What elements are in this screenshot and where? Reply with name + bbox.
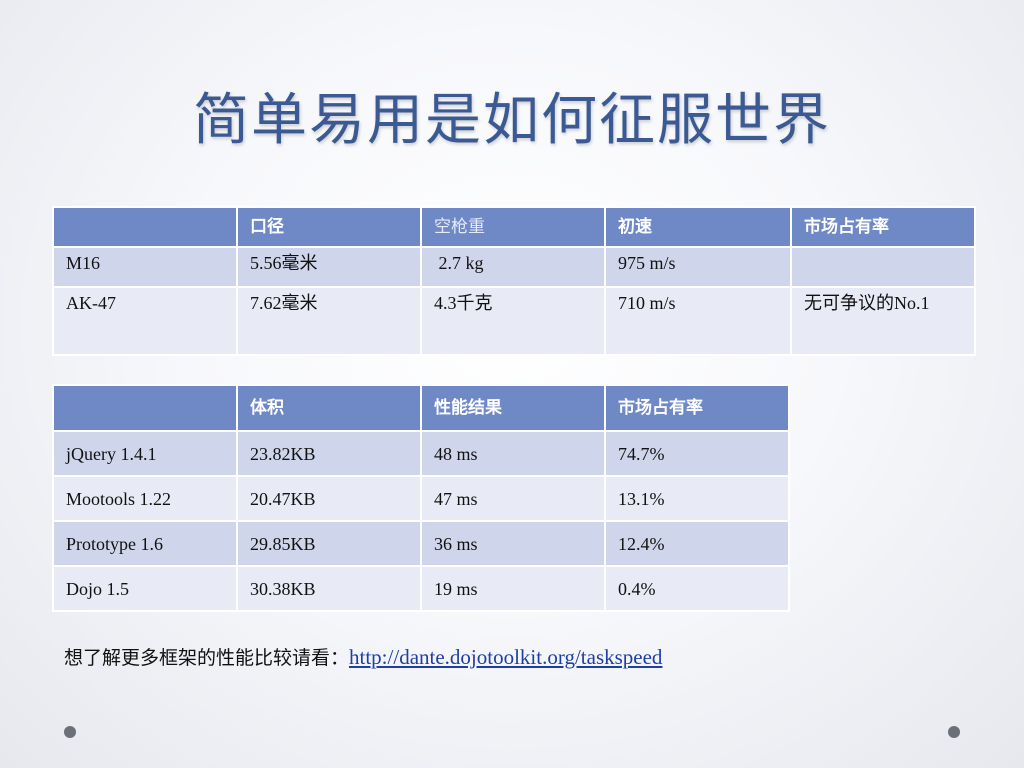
table-cell: 19 ms: [420, 565, 606, 612]
slide-corner-dot-right: [948, 726, 960, 738]
table-cell: M16: [52, 246, 238, 288]
header-cell-market-share: 市场占有率: [604, 384, 790, 432]
header-cell-caliber: 口径: [236, 206, 422, 248]
table-cell: 4.3千克: [420, 286, 606, 356]
table-cell: 30.38KB: [236, 565, 422, 612]
table-cell: Dojo 1.5: [52, 565, 238, 612]
table-cell: 36 ms: [420, 520, 606, 567]
table-header-row: 口径 空枪重 初速 市场占有率: [52, 206, 976, 248]
table-row: Dojo 1.5 30.38KB 19 ms 0.4%: [52, 565, 790, 612]
table-cell: jQuery 1.4.1: [52, 430, 238, 477]
table-row: M16 5.56毫米 2.7 kg 975 m/s: [52, 246, 976, 288]
header-cell-market-share: 市场占有率: [790, 206, 976, 248]
table-cell: 12.4%: [604, 520, 790, 567]
table-cell: 975 m/s: [604, 246, 792, 288]
table-cell: 5.56毫米: [236, 246, 422, 288]
slide-title: 简单易用是如何征服世界: [193, 88, 831, 153]
table-row: Prototype 1.6 29.85KB 36 ms 12.4%: [52, 520, 790, 567]
table-header-row: 体积 性能结果 市场占有率: [52, 384, 790, 432]
table-cell: 48 ms: [420, 430, 606, 477]
table-cell: 2.7 kg: [420, 246, 606, 288]
table-row: Mootools 1.22 20.47KB 47 ms 13.1%: [52, 475, 790, 522]
table-cell: 47 ms: [420, 475, 606, 522]
table-cell: 23.82KB: [236, 430, 422, 477]
taskspeed-link[interactable]: http://dante.dojotoolkit.org/taskspeed: [349, 645, 663, 669]
table-cell: 29.85KB: [236, 520, 422, 567]
table-cell: 7.62毫米: [236, 286, 422, 356]
table-cell: 无可争议的No.1: [790, 286, 976, 356]
table-row: jQuery 1.4.1 23.82KB 48 ms 74.7%: [52, 430, 790, 477]
header-cell-empty: [52, 384, 238, 432]
footer-label: 想了解更多框架的性能比较请看：: [64, 647, 350, 669]
table-cell: Prototype 1.6: [52, 520, 238, 567]
table-cell: [790, 246, 976, 288]
table-cell: 20.47KB: [236, 475, 422, 522]
table-cell: AK-47: [52, 286, 238, 356]
framework-performance-table: 体积 性能结果 市场占有率 jQuery 1.4.1 23.82KB 48 ms…: [52, 384, 790, 612]
table-row: AK-47 7.62毫米 4.3千克 710 m/s 无可争议的No.1: [52, 286, 976, 356]
header-cell-performance: 性能结果: [420, 384, 606, 432]
header-cell-size: 体积: [236, 384, 422, 432]
header-cell-empty-weight: 空枪重: [420, 206, 606, 248]
header-cell-empty: [52, 206, 238, 248]
table-cell: 710 m/s: [604, 286, 792, 356]
table-cell: 74.7%: [604, 430, 790, 477]
table-cell: 13.1%: [604, 475, 790, 522]
slide-corner-dot-left: [64, 726, 76, 738]
table-cell: Mootools 1.22: [52, 475, 238, 522]
weapon-comparison-table: 口径 空枪重 初速 市场占有率 M16 5.56毫米 2.7 kg 975 m/…: [52, 206, 976, 356]
table-cell: 0.4%: [604, 565, 790, 612]
footer-note: 想了解更多框架的性能比较请看：http://dante.dojotoolkit.…: [64, 642, 662, 673]
header-cell-muzzle-velocity: 初速: [604, 206, 792, 248]
